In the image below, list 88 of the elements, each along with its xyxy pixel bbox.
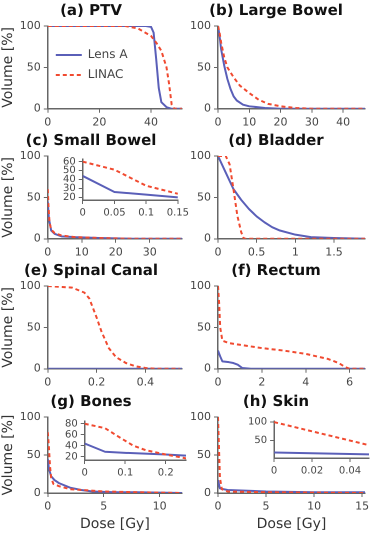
- x-tick-label: 0.1: [138, 208, 154, 219]
- x-axis-title: Dose [Gy]: [80, 516, 150, 532]
- y-tick-label: 50: [26, 60, 41, 74]
- y-axis-title: Volume [%]: [0, 27, 16, 108]
- x-tick-label: 0: [82, 468, 88, 479]
- y-tick-label: 0: [34, 102, 41, 115]
- chart-title: (b) Large Bowel: [209, 0, 343, 19]
- x-tick-label: 0.02: [300, 466, 324, 477]
- x-axis-title: Dose [Gy]: [256, 516, 326, 532]
- x-tick-label: 0.05: [103, 208, 126, 219]
- x-tick-label: 10: [74, 245, 89, 258]
- y-tick-label: 50: [26, 320, 41, 334]
- y-tick-label: 20: [62, 192, 76, 203]
- y-tick-label: 0: [204, 362, 211, 375]
- y-tick-label: 50: [196, 60, 211, 74]
- y-tick-label: 50: [196, 320, 211, 334]
- y-axis-title: Volume [%]: [0, 287, 16, 368]
- y-tick-label: 100: [20, 18, 41, 32]
- x-tick-label: 1: [292, 245, 299, 258]
- y-tick-label: 80: [64, 418, 78, 430]
- x-tick-label: 40: [144, 115, 158, 128]
- y-axis-title: Volume [%]: [0, 414, 16, 496]
- x-tick-label: 0: [44, 375, 52, 388]
- x-tick-label: 5: [100, 499, 108, 512]
- x-tick-label: 10: [242, 115, 256, 128]
- x-tick-label: 10: [152, 499, 167, 512]
- legend-label: Lens A: [88, 47, 128, 62]
- x-tick-label: 0: [214, 375, 222, 388]
- x-tick-label: 0.4: [136, 375, 154, 388]
- y-tick-label: 50: [196, 190, 211, 204]
- line-series: [82, 160, 178, 195]
- y-tick-label: 50: [26, 448, 41, 461]
- x-tick-label: 1.5: [325, 245, 343, 258]
- x-tick-label: 0: [214, 245, 222, 258]
- x-tick-label: 15: [355, 499, 370, 512]
- x-tick-label: 5: [262, 499, 270, 512]
- y-tick-label: 100: [190, 18, 211, 32]
- x-tick-label: 20: [274, 115, 288, 128]
- chart-title: (d) Bladder: [228, 130, 324, 149]
- x-tick-label: 0: [214, 499, 222, 512]
- x-tick-label: 0: [44, 245, 52, 258]
- x-tick-label: 10: [307, 499, 322, 512]
- chart-title: (c) Small Bowel: [26, 130, 156, 149]
- y-tick-label: 100: [20, 410, 41, 423]
- x-tick-label: 40: [336, 115, 350, 128]
- x-tick-label: 30: [304, 115, 319, 128]
- x-tick-label: 4: [302, 375, 310, 388]
- x-tick-label: 0.15: [166, 208, 189, 219]
- y-tick-label: 0: [34, 232, 41, 245]
- y-tick-label: 0: [204, 232, 211, 245]
- chart-title: (a) PTV: [60, 0, 122, 19]
- x-tick-label: 0.1: [117, 468, 134, 479]
- y-tick-label: 100: [20, 278, 41, 292]
- x-tick-label: 2: [258, 375, 266, 388]
- y-tick-label: 50: [254, 435, 268, 446]
- x-tick-label: 20: [108, 245, 123, 258]
- x-tick-label: 0.5: [248, 245, 266, 258]
- y-tick-label: 0: [34, 362, 41, 375]
- x-tick-label: 0.2: [158, 468, 174, 479]
- y-tick-label: 0: [34, 486, 41, 499]
- x-tick-label: 6: [346, 375, 354, 388]
- x-tick-label: 0: [44, 499, 52, 512]
- legend-label: LINAC: [88, 67, 124, 82]
- x-tick-label: 0: [214, 115, 222, 128]
- x-tick-label: 0: [44, 115, 52, 128]
- chart-title: (h) Skin: [242, 392, 310, 410]
- chart-title: (g) Bones: [50, 392, 132, 410]
- y-tick-label: 100: [190, 278, 211, 292]
- chart-title: (e) Spinal Canal: [24, 260, 158, 279]
- y-tick-label: 0: [204, 102, 211, 115]
- y-tick-label: 0: [204, 486, 211, 499]
- chart-title: (f) Rectum: [231, 260, 321, 279]
- y-tick-label: 20: [64, 451, 78, 462]
- y-tick-label: 100: [190, 410, 211, 423]
- x-tick-label: 20: [92, 115, 106, 128]
- y-axis-title: Volume [%]: [0, 157, 16, 238]
- y-tick-label: 50: [196, 448, 211, 461]
- x-tick-label: 30: [142, 245, 157, 258]
- y-tick-label: 60: [64, 429, 78, 440]
- x-tick-label: 0.2: [88, 375, 106, 388]
- x-tick-label: 0: [80, 208, 86, 219]
- x-tick-label: 0.04: [338, 466, 362, 477]
- y-tick-label: 100: [190, 148, 211, 162]
- y-tick-label: 40: [64, 440, 78, 452]
- x-tick-label: 0: [270, 466, 278, 477]
- y-tick-label: 100: [20, 148, 41, 162]
- y-tick-label: 100: [248, 416, 268, 428]
- y-tick-label: 50: [26, 190, 41, 204]
